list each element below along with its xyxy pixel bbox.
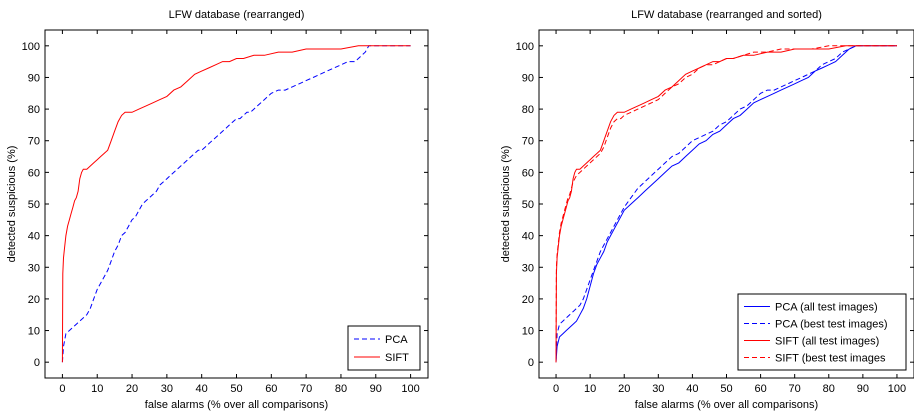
y-tick-label: 60 <box>28 167 40 179</box>
y-tick-label: 30 <box>28 262 40 274</box>
series-line-0 <box>555 45 897 363</box>
x-tick-label: 40 <box>686 383 698 395</box>
tick-group: 0 10 20 30 40 50 60 70 80 90 100 0 10 20 30 40 50 60 70 80 9… <box>22 30 428 395</box>
x-tick-label: 50 <box>230 383 242 395</box>
y-tick-label: 10 <box>28 326 40 338</box>
legend-entry-1: PCA (best test images) <box>775 319 888 331</box>
legend: PCA SIFT <box>347 325 421 371</box>
y-tick-label: 10 <box>522 326 534 338</box>
y-tick-label: 100 <box>22 41 40 53</box>
x-tick-label: 70 <box>789 383 801 395</box>
y-tick-label: 40 <box>522 231 534 243</box>
series-line-1 <box>61 45 411 363</box>
series-group <box>61 45 411 363</box>
legend-entry-0: PCA (all test images) <box>775 302 878 314</box>
series-line-3 <box>555 45 897 363</box>
legend-entry-1: SIFT <box>385 352 409 364</box>
x-tick-label: 80 <box>335 383 347 395</box>
x-tick-label: 10 <box>91 383 103 395</box>
y-tick-label: 20 <box>522 294 534 306</box>
x-tick-label: 90 <box>370 383 382 395</box>
y-tick-label: 50 <box>522 199 534 211</box>
x-tick-label: 90 <box>857 383 869 395</box>
y-tick-label: 80 <box>28 104 40 116</box>
legend-entry-3: SIFT (best test images <box>775 353 886 365</box>
axes-box <box>44 29 429 379</box>
x-tick-label: 100 <box>888 383 906 395</box>
y-axis-label: detected suspicious (%) <box>6 146 18 263</box>
x-tick-label: 20 <box>126 383 138 395</box>
y-tick-label: 0 <box>528 357 534 369</box>
x-axis-label: false alarms (% over all comparisons) <box>635 399 818 411</box>
y-tick-label: 70 <box>522 136 534 148</box>
x-axis-label: false alarms (% over all comparisons) <box>145 399 328 411</box>
chart-left: LFW database (rearranged) false alarms (… <box>6 9 429 411</box>
y-tick-label: 0 <box>34 357 40 369</box>
legend-entry-2: SIFT (all test images) <box>775 336 879 348</box>
x-tick-label: 30 <box>652 383 664 395</box>
legend-box <box>347 325 421 371</box>
legend-entry-0: PCA <box>385 334 408 346</box>
chart-title: LFW database (rearranged and sorted) <box>631 9 822 21</box>
y-axis-label: detected suspicious (%) <box>500 146 512 263</box>
y-tick-label: 20 <box>28 294 40 306</box>
y-tick-label: 50 <box>28 199 40 211</box>
series-line-0 <box>61 45 411 363</box>
y-tick-label: 90 <box>522 72 534 84</box>
series-line-2 <box>555 45 897 363</box>
x-tick-label: 0 <box>553 383 559 395</box>
series-line-1 <box>555 45 897 363</box>
chart-right: LFW database (rearranged and sorted) fal… <box>500 9 914 411</box>
x-tick-label: 0 <box>59 383 65 395</box>
x-tick-label: 60 <box>754 383 766 395</box>
x-tick-label: 70 <box>300 383 312 395</box>
x-tick-label: 100 <box>401 383 419 395</box>
x-tick-label: 30 <box>161 383 173 395</box>
x-tick-label: 50 <box>720 383 732 395</box>
y-tick-label: 30 <box>522 262 534 274</box>
y-tick-label: 40 <box>28 231 40 243</box>
y-tick-label: 90 <box>28 72 40 84</box>
y-tick-label: 60 <box>522 167 534 179</box>
series-group <box>555 45 897 363</box>
y-tick-label: 100 <box>516 41 534 53</box>
y-tick-label: 80 <box>522 104 534 116</box>
x-tick-label: 80 <box>823 383 835 395</box>
chart-title: LFW database (rearranged) <box>169 9 305 21</box>
y-tick-label: 70 <box>28 136 40 148</box>
legend: PCA (all test images) PCA (best test imag… <box>737 293 907 371</box>
x-tick-label: 10 <box>584 383 596 395</box>
x-tick-label: 40 <box>196 383 208 395</box>
x-tick-label: 20 <box>618 383 630 395</box>
x-tick-label: 60 <box>265 383 277 395</box>
tick-group: 0 10 20 30 40 50 60 70 80 90 100 0 10 20 30 40 50 60 70 80 9… <box>516 30 914 395</box>
